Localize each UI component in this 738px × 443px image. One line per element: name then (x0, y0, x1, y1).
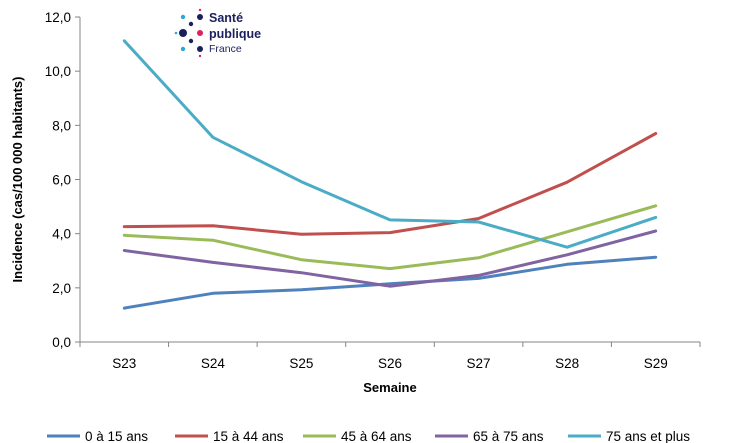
x-tick-label: S28 (555, 356, 579, 371)
logo-line3: France (209, 43, 242, 55)
logo-line1: Santé (209, 11, 243, 25)
logo-dot (188, 21, 194, 27)
x-axis-title: Semaine (363, 380, 416, 395)
logo-dot (198, 54, 202, 58)
legend-label: 75 ans et plus (606, 429, 690, 443)
legend-label: 65 à 75 ans (473, 429, 544, 443)
logo-dot (197, 30, 203, 36)
series-line (122, 39, 658, 249)
logo-dot (180, 46, 186, 52)
series-line (122, 132, 658, 236)
logo-dot (188, 38, 194, 44)
y-tick-label: 12,0 (45, 10, 71, 25)
x-tick-label: S27 (467, 356, 491, 371)
y-tick-label: 6,0 (52, 173, 71, 188)
logo-dot (197, 14, 203, 20)
legend-label: 0 à 15 ans (85, 429, 148, 443)
series-line (122, 204, 658, 271)
y-tick-label: 4,0 (52, 227, 71, 242)
legend-label: 15 à 44 ans (213, 429, 284, 443)
logo-dot (179, 29, 187, 37)
x-tick-label: S29 (644, 356, 668, 371)
y-tick-label: 2,0 (52, 281, 71, 296)
x-tick-label: S24 (201, 356, 226, 371)
series-line (122, 229, 658, 288)
x-tick-label: S23 (112, 356, 136, 371)
logo-dot (180, 14, 186, 20)
logo-dot (198, 8, 202, 12)
logo-dot (197, 46, 203, 52)
legend-label: 45 à 64 ans (341, 429, 412, 443)
sante-publique-france-logo: Santé publique France (174, 8, 261, 58)
legend: 0 à 15 ans 15 à 44 ans 45 à 64 ans 65 à 75 … (47, 429, 690, 443)
axes: 0,0 2,0 4,0 6,0 8,0 10,0 12,0 S23 S24 S25 S26 S27 S2… (10, 10, 701, 395)
x-tick-label: S26 (378, 356, 402, 371)
y-tick-label: 10,0 (45, 64, 71, 79)
series-line (122, 255, 658, 310)
series-lines (122, 39, 658, 310)
logo-line2: publique (209, 27, 261, 41)
y-tick-label: 8,0 (52, 118, 71, 133)
x-tick-label: S25 (289, 356, 313, 371)
y-axis-title: Incidence (cas/100 000 habitants) (10, 77, 25, 283)
y-tick-label: 0,0 (52, 335, 71, 350)
logo-dot (174, 31, 178, 35)
